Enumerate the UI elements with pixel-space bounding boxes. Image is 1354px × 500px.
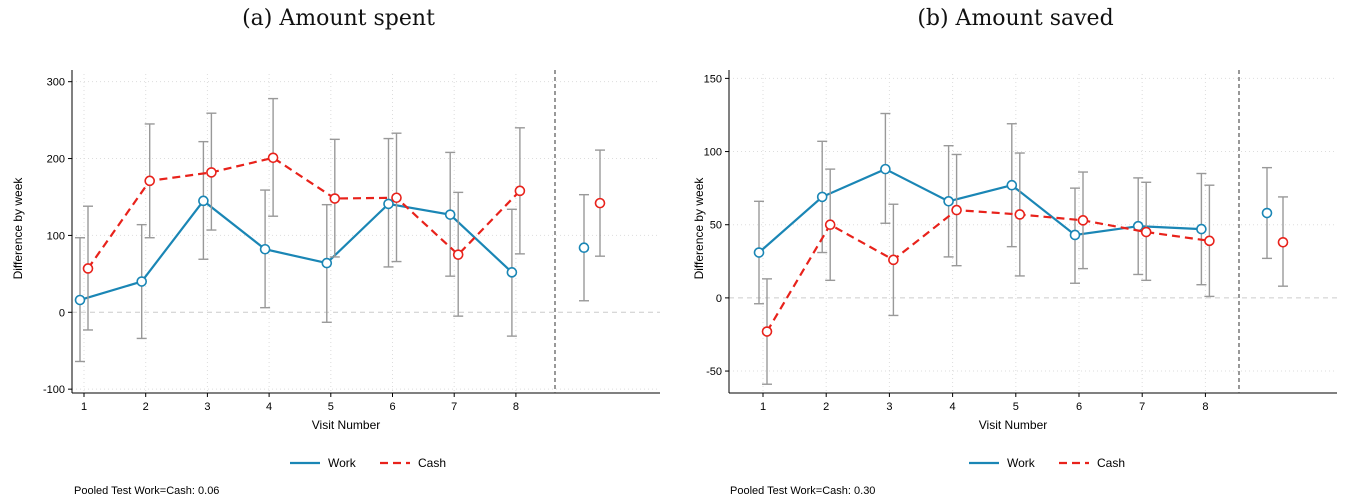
y-tick-label: -100 — [43, 384, 65, 396]
work-point — [1006, 179, 1018, 191]
cash-point — [761, 326, 773, 337]
work-point — [753, 247, 765, 258]
cash-point — [1140, 226, 1152, 238]
x-tick-label: 1 — [760, 401, 766, 413]
pooled-test-note: Pooled Test Work=Cash: 0.30 — [730, 485, 876, 497]
x-axis-title: Visit Number — [979, 418, 1047, 432]
work-point — [198, 195, 209, 207]
x-tick-label: 4 — [950, 401, 956, 413]
x-tick-label: 8 — [513, 401, 519, 413]
work-point — [444, 209, 456, 220]
y-tick-label: 300 — [47, 77, 65, 89]
cash-point — [206, 167, 217, 178]
y-tick-label: 100 — [704, 147, 722, 159]
cash-point — [1204, 235, 1215, 247]
cash-point — [391, 192, 402, 204]
cash-pooled-point — [594, 197, 606, 209]
x-tick-label: 5 — [328, 401, 334, 413]
x-tick-label: 3 — [204, 401, 210, 413]
legend-label-cash: Cash — [1097, 456, 1125, 470]
y-tick-label: -50 — [706, 366, 722, 378]
cash-point — [82, 263, 94, 274]
y-tick-label: 100 — [47, 230, 65, 242]
work-point — [259, 243, 271, 255]
cash-point — [824, 219, 836, 231]
work-pooled-point — [1261, 207, 1273, 219]
cash-point — [514, 185, 526, 197]
x-tick-label: 2 — [143, 401, 149, 413]
work-point — [943, 196, 954, 207]
x-tick-label: 8 — [1202, 401, 1208, 413]
cash-series-line — [87, 156, 521, 270]
chart-title: (b) Amount saved — [917, 6, 1114, 31]
panel-amount-saved: (b) Amount saved -50 0 50 100 150 1 2 3 4 5 6 7 8 Vis… — [677, 0, 1354, 500]
y-tick-label: 0 — [716, 293, 722, 305]
pooled-test-note: Pooled Test Work=Cash: 0.06 — [74, 485, 220, 497]
legend-label-cash: Cash — [418, 456, 446, 470]
y-tick-label: 150 — [704, 73, 722, 85]
work-pooled-point — [578, 242, 590, 254]
cash-series-line — [766, 208, 1210, 333]
cash-point — [144, 175, 155, 187]
work-point — [136, 276, 147, 287]
work-point — [1196, 223, 1207, 235]
x-tick-label: 5 — [1013, 401, 1019, 413]
x-tick-label: 1 — [81, 401, 87, 413]
cash-point — [267, 152, 279, 164]
x-tick-label: 4 — [266, 401, 272, 413]
y-axis-title: Difference by week — [11, 177, 25, 280]
panel-amount-spent: (a) Amount spent -100 0 100 200 300 1 2 3 4 5 6 7 8 V… — [11, 6, 660, 497]
x-tick-label: 3 — [886, 401, 892, 413]
chart-amount-saved: -50 0 50 100 150 1 2 3 4 5 6 7 8 Visit Number Differen… — [692, 70, 1337, 470]
chart-title: (a) Amount spent — [242, 6, 435, 31]
x-tick-label: 2 — [823, 401, 829, 413]
work-point — [816, 191, 828, 203]
work-point — [321, 257, 333, 269]
x-tick-label: 7 — [1139, 401, 1145, 413]
y-tick-label: 0 — [59, 307, 65, 319]
work-point — [74, 294, 86, 306]
cash-point — [1014, 209, 1026, 220]
x-axis-title: Visit Number — [312, 418, 380, 432]
work-series-line — [79, 199, 513, 302]
x-tick-label: 6 — [1076, 401, 1082, 413]
legend-label-work: Work — [1007, 456, 1036, 470]
x-tick-label: 6 — [389, 401, 395, 413]
y-tick-label: 50 — [710, 220, 722, 232]
cash-point — [888, 254, 899, 266]
y-axis-title: Difference by week — [692, 177, 706, 280]
cash-point — [1077, 215, 1089, 226]
cash-point — [951, 204, 962, 216]
cash-point — [329, 193, 341, 204]
legend-label-work: Work — [328, 456, 357, 470]
cash-pooled-point — [1277, 236, 1289, 248]
work-point — [880, 163, 891, 175]
y-tick-label: 200 — [47, 154, 65, 166]
x-tick-label: 7 — [451, 401, 457, 413]
work-point — [1069, 229, 1081, 241]
work-point — [383, 198, 394, 210]
chart-amount-spent: -100 0 100 200 300 1 2 3 4 5 6 7 8 Visit Number Differ… — [11, 70, 660, 470]
work-point — [506, 267, 518, 278]
cash-point — [452, 249, 464, 260]
